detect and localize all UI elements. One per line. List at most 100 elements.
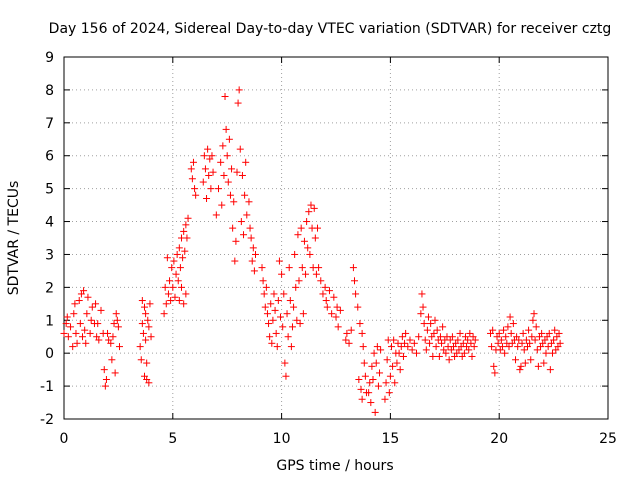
data-point (138, 320, 146, 328)
data-point (64, 333, 72, 341)
data-point (274, 297, 282, 305)
data-point (262, 283, 270, 291)
y-tick-label: -2 (40, 412, 54, 428)
y-tick-label: 6 (45, 149, 54, 165)
data-point (402, 329, 410, 337)
data-point (174, 277, 182, 285)
data-point (87, 316, 95, 324)
data-point (300, 237, 308, 245)
data-point (296, 320, 304, 328)
data-point (376, 369, 384, 377)
data-point (429, 352, 437, 360)
data-point (231, 257, 239, 265)
data-point (67, 323, 75, 331)
data-point (260, 290, 268, 298)
data-point (426, 339, 434, 347)
data-point (175, 244, 183, 252)
data-point (322, 297, 330, 305)
data-point (445, 356, 453, 364)
data-point (226, 191, 234, 199)
data-point (528, 333, 536, 341)
data-point (166, 277, 174, 285)
y-tick-label: -1 (40, 379, 54, 395)
data-point (533, 346, 541, 354)
data-point (145, 323, 153, 331)
data-point (522, 336, 530, 344)
data-point (501, 349, 509, 357)
data-point (229, 224, 237, 232)
data-point (317, 277, 325, 285)
data-point (110, 320, 118, 328)
data-point (410, 339, 418, 347)
data-point (551, 326, 559, 334)
data-point (396, 366, 404, 374)
data-point (180, 300, 188, 308)
data-point (266, 333, 274, 341)
data-point (312, 270, 320, 278)
data-point (102, 376, 110, 384)
data-point (69, 343, 77, 351)
data-point (88, 303, 96, 311)
data-point (267, 300, 275, 308)
data-point (230, 198, 238, 206)
data-point (343, 329, 351, 337)
data-point (299, 310, 307, 318)
data-point (189, 158, 197, 166)
data-point (295, 277, 303, 285)
data-point (97, 306, 105, 314)
data-point (333, 303, 341, 311)
data-point (214, 185, 222, 193)
data-point (415, 333, 423, 341)
data-point (170, 257, 178, 265)
y-axis-label: SDTVAR / TECUs (6, 181, 22, 296)
data-point (325, 287, 333, 295)
data-point (319, 290, 327, 298)
data-point (92, 300, 100, 308)
data-point (167, 297, 175, 305)
data-point (204, 145, 212, 153)
data-point (368, 362, 376, 370)
data-point (109, 333, 117, 341)
data-point (385, 389, 393, 397)
y-tick-label: 9 (45, 50, 54, 66)
data-point (101, 382, 109, 390)
data-point (281, 359, 289, 367)
data-point (280, 290, 288, 298)
data-point (491, 369, 499, 377)
data-point (144, 316, 152, 324)
data-point (538, 329, 546, 337)
data-point (432, 343, 440, 351)
data-point (228, 165, 236, 173)
data-point (142, 336, 150, 344)
data-point (175, 297, 183, 305)
data-point (406, 336, 414, 344)
data-point (171, 293, 179, 301)
data-point (365, 389, 373, 397)
data-point (279, 323, 287, 331)
data-point (304, 244, 312, 252)
data-point (223, 152, 231, 160)
data-point (269, 316, 277, 324)
data-point (456, 329, 464, 337)
data-point (550, 336, 558, 344)
data-point (163, 254, 171, 262)
data-point (72, 329, 80, 337)
data-point (71, 300, 79, 308)
data-point (188, 175, 196, 183)
data-point (247, 234, 255, 242)
data-point (208, 152, 216, 160)
data-point (347, 326, 355, 334)
x-tick-label: 0 (60, 431, 69, 447)
x-axis-label: GPS time / hours (276, 458, 393, 474)
data-point (431, 316, 439, 324)
data-point (273, 343, 281, 351)
data-point (142, 310, 150, 318)
tick-layer: 0 5 10 15 20 25 -2 -1 0 1 2 3 4 5 6 7 8 9 (40, 50, 617, 447)
y-tick-label: 1 (45, 313, 54, 329)
data-point (430, 329, 438, 337)
y-tick-label: 0 (45, 346, 54, 362)
data-point (294, 231, 302, 239)
data-point (521, 359, 529, 367)
data-point (422, 346, 430, 354)
